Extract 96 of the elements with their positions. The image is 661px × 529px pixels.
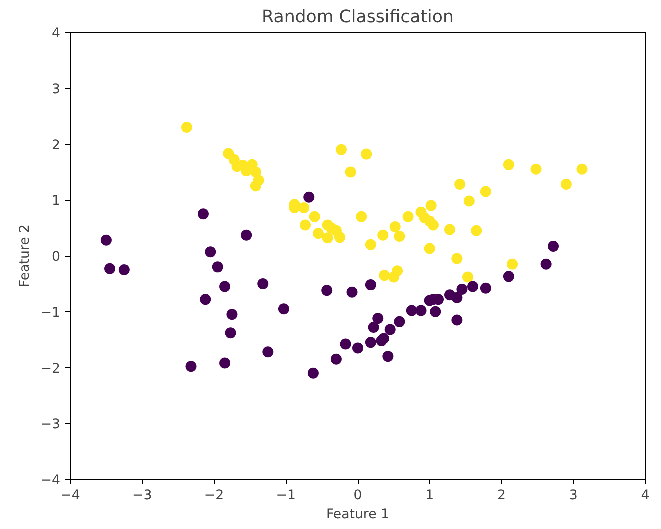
x-tick-label: 1	[426, 488, 434, 504]
point	[456, 284, 468, 296]
point	[346, 286, 358, 298]
point	[394, 230, 406, 242]
point	[384, 324, 396, 336]
point	[298, 202, 310, 214]
y-tick-label: −4	[40, 474, 61, 488]
point	[241, 230, 252, 241]
point	[322, 285, 333, 296]
point	[503, 271, 514, 282]
x-tick-label: 0	[354, 488, 362, 504]
point	[309, 211, 320, 222]
point	[304, 192, 315, 203]
x-tick-label: −3	[132, 488, 152, 504]
point	[382, 351, 394, 362]
y-axis-title: Feature 2	[18, 224, 33, 288]
point	[379, 270, 390, 282]
point	[365, 280, 376, 291]
point	[250, 166, 262, 178]
y-tick-label: −3	[40, 418, 61, 433]
point	[181, 122, 192, 133]
y-tick-label: −2	[40, 362, 61, 377]
point	[416, 305, 427, 316]
x-tick-label: −2	[204, 488, 224, 504]
point	[100, 234, 112, 246]
point	[392, 266, 404, 277]
point	[394, 316, 406, 328]
y-tick-label: 1	[52, 194, 61, 210]
point	[365, 337, 376, 348]
point	[468, 281, 478, 292]
point	[262, 346, 274, 358]
point	[471, 225, 482, 236]
point	[118, 264, 130, 276]
x-tick-label: 4	[641, 488, 650, 504]
point	[340, 338, 352, 350]
point	[426, 200, 437, 212]
y-tick-label: 4	[52, 26, 61, 42]
point	[312, 228, 324, 240]
point	[365, 239, 376, 250]
point	[372, 313, 384, 324]
point	[308, 368, 319, 379]
point	[226, 309, 238, 320]
point	[361, 148, 372, 160]
point	[560, 178, 572, 190]
y-tick-label: 0	[52, 250, 61, 265]
point	[540, 258, 552, 270]
point	[352, 342, 364, 354]
y-tick-label: −1	[40, 306, 61, 321]
point	[368, 322, 380, 334]
x-tick-label: 2	[498, 488, 506, 504]
point	[430, 306, 442, 318]
point	[576, 164, 588, 175]
point	[300, 220, 312, 231]
chart-title: Random Classification	[262, 8, 454, 28]
point	[378, 230, 389, 241]
point	[452, 253, 463, 264]
point	[507, 258, 518, 270]
point	[402, 211, 414, 222]
point	[104, 263, 116, 274]
x-tick-label: −1	[276, 488, 296, 504]
point	[406, 305, 418, 316]
point	[225, 328, 236, 339]
point	[462, 272, 474, 283]
x-tick-label: 3	[569, 488, 578, 504]
point	[480, 282, 492, 294]
point	[200, 294, 212, 306]
point	[186, 361, 197, 372]
point	[220, 281, 231, 292]
point	[220, 358, 231, 369]
point	[278, 304, 290, 315]
point	[330, 354, 342, 365]
point	[198, 208, 209, 220]
point	[258, 278, 269, 290]
point	[390, 221, 401, 232]
point	[454, 178, 466, 190]
point	[345, 166, 356, 178]
point	[530, 164, 542, 175]
point	[480, 186, 492, 198]
point	[464, 196, 475, 207]
point	[212, 262, 224, 273]
point	[336, 144, 347, 156]
point	[322, 232, 334, 244]
x-axis-title: Feature 1	[326, 508, 390, 522]
point	[205, 246, 216, 258]
point	[334, 232, 346, 244]
point	[548, 241, 559, 252]
point	[452, 292, 463, 304]
point	[424, 243, 436, 254]
point	[356, 211, 368, 222]
point	[428, 220, 439, 231]
y-tick-label: 2	[52, 138, 61, 154]
y-tick-label: 3	[52, 82, 61, 98]
point	[250, 180, 262, 192]
point	[452, 314, 463, 326]
point	[503, 159, 514, 170]
point	[444, 224, 456, 236]
